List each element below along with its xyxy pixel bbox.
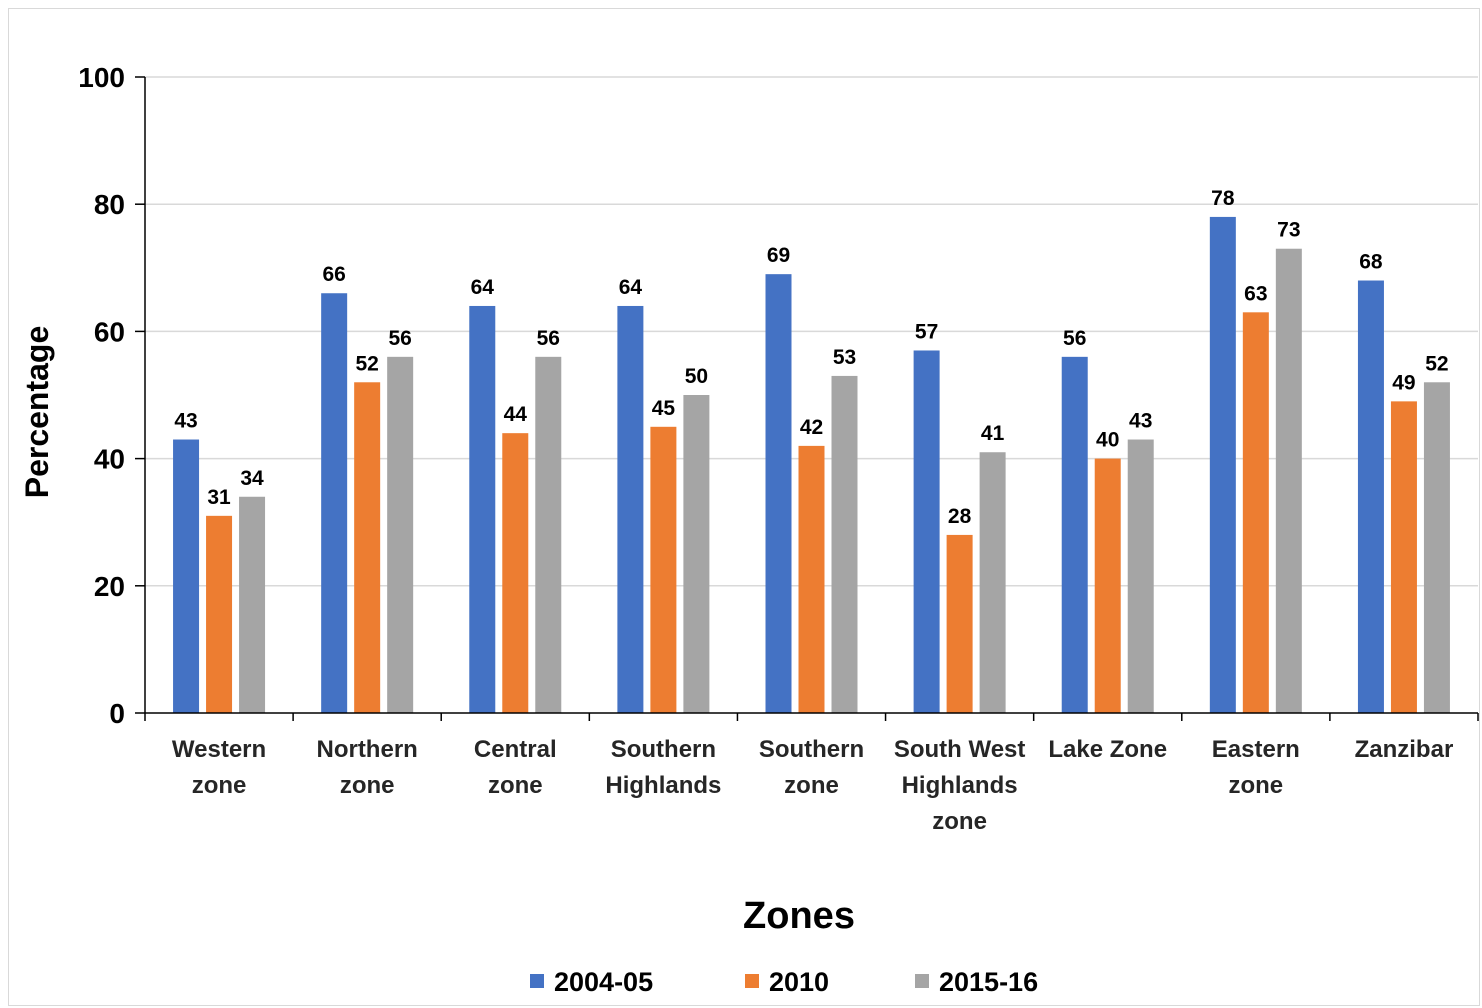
x-tick-label-line: South West: [894, 736, 1026, 763]
y-axis-title: Percentage: [19, 326, 55, 499]
data-label: 50: [685, 365, 708, 388]
y-tick-label: 0: [109, 698, 125, 729]
legend-swatch: [915, 974, 929, 988]
x-tick-label-line: Northern: [316, 736, 417, 763]
x-tick-label-line: zone: [192, 772, 247, 799]
data-label: 28: [948, 505, 972, 528]
data-label: 64: [471, 276, 495, 299]
x-tick-label-line: Southern: [611, 736, 716, 763]
x-tick-label-line: zone: [932, 808, 987, 835]
bar: [1209, 216, 1236, 714]
x-tick-label: Western zone: [172, 736, 266, 799]
bars: [173, 216, 1450, 714]
data-label: 73: [1277, 219, 1300, 242]
bar: [913, 350, 940, 713]
data-label: 52: [1425, 352, 1448, 375]
data-label: 56: [1063, 327, 1086, 350]
x-tick-label: Lake Zone: [1048, 736, 1167, 763]
data-label: 41: [981, 422, 1005, 445]
bar: [1127, 439, 1154, 713]
bar: [1061, 356, 1088, 713]
y-tick-label: 100: [78, 62, 125, 93]
legend-label: 2004-05: [554, 967, 653, 997]
data-label: 56: [537, 327, 560, 350]
y-tick-label: 20: [94, 571, 125, 602]
x-tick-label-line: zone: [1228, 772, 1283, 799]
legend-swatch: [745, 974, 759, 988]
bar: [1242, 312, 1269, 713]
bar: [1423, 382, 1450, 713]
x-tick-label-line: zone: [340, 772, 395, 799]
x-tick-label: Southern Highlands: [605, 736, 721, 799]
x-tick-label-line: Highlands: [902, 772, 1018, 799]
x-tick-label-line: Highlands: [605, 772, 721, 799]
bar: [617, 305, 644, 713]
bar: [502, 433, 529, 713]
data-label: 68: [1359, 251, 1383, 274]
data-label: 42: [800, 416, 823, 439]
data-label: 44: [504, 403, 528, 426]
bar: [469, 305, 496, 713]
y-tick-label: 60: [94, 316, 125, 347]
data-label: 43: [174, 410, 197, 433]
data-label: 31: [207, 486, 231, 509]
data-label: 66: [322, 263, 345, 286]
legend-label: 2010: [769, 967, 829, 997]
x-tick-label: Zanzibar: [1355, 736, 1454, 763]
data-label: 63: [1244, 282, 1267, 305]
data-label: 53: [833, 346, 856, 369]
bar: [387, 356, 414, 713]
bar: [765, 274, 792, 713]
data-label: 34: [240, 467, 264, 490]
data-label: 45: [652, 397, 676, 420]
data-label: 57: [915, 320, 938, 343]
bar: [173, 439, 200, 713]
data-label: 56: [388, 327, 411, 350]
x-tick-label-line: Western: [172, 736, 266, 763]
data-label: 43: [1129, 410, 1152, 433]
bar: [535, 356, 562, 713]
bar: [354, 382, 381, 713]
y-tick-label: 40: [94, 444, 125, 475]
x-tick-label: Eastern zone: [1212, 736, 1300, 799]
x-tick-label-line: zone: [488, 772, 543, 799]
bar: [321, 293, 348, 713]
data-label: 69: [767, 244, 790, 267]
x-tick-label-line: Southern: [759, 736, 864, 763]
x-axis-title: Zones: [743, 895, 855, 937]
x-tick-label-line: Zanzibar: [1355, 736, 1454, 763]
x-tick-label: Southern zone: [759, 736, 864, 799]
data-label: 64: [619, 276, 643, 299]
x-tick-label-line: Lake Zone: [1048, 736, 1167, 763]
bar: [239, 496, 266, 713]
x-tick-label-line: Central: [474, 736, 557, 763]
x-tick-label-line: zone: [784, 772, 839, 799]
bar: [1390, 401, 1417, 713]
bar: [206, 515, 233, 713]
bar: [1357, 280, 1384, 713]
x-tick-label: Central zone: [474, 736, 557, 799]
legend: 2004-05 2010 2015-16: [530, 967, 1038, 997]
legend-label: 2015-16: [939, 967, 1038, 997]
x-tick-label: Northern zone: [316, 736, 417, 799]
bar: [683, 395, 710, 713]
bar: [1275, 248, 1302, 713]
data-labels: 43 31 34 66 52 56 64 44 56 64 45 50 69 42 53 57 28 41 56 40…: [174, 187, 1448, 528]
bar: [831, 375, 858, 713]
data-label: 52: [355, 352, 378, 375]
bar: [1094, 458, 1121, 713]
legend-swatch: [530, 974, 544, 988]
data-label: 49: [1392, 371, 1415, 394]
bar: [798, 445, 825, 713]
x-tick-label: South West Highlands zone: [894, 736, 1026, 835]
x-tick-label-line: Eastern: [1212, 736, 1300, 763]
data-label: 40: [1096, 429, 1119, 452]
bar: [979, 452, 1006, 713]
bar: [946, 534, 973, 713]
bar: [650, 426, 677, 713]
y-tick-label: 80: [94, 189, 125, 220]
data-label: 78: [1211, 187, 1235, 210]
